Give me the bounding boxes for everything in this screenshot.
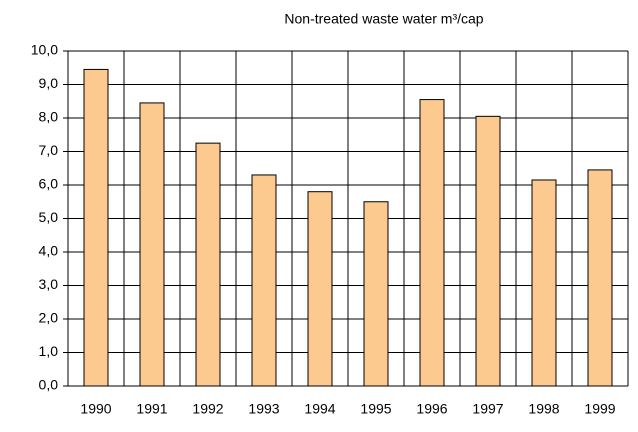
y-tick-label: 2,0	[39, 310, 59, 326]
y-tick-label: 6,0	[39, 176, 59, 192]
y-tick-label: 9,0	[39, 75, 59, 91]
x-tick-label: 1999	[584, 401, 615, 417]
x-tick-label: 1996	[416, 401, 447, 417]
y-tick-label: 5,0	[39, 209, 59, 225]
x-tick-label: 1997	[472, 401, 503, 417]
y-tick-label: 8,0	[39, 109, 59, 125]
bar	[83, 68, 109, 387]
bar	[475, 115, 501, 387]
y-tick-label: 0,0	[39, 377, 59, 393]
bar	[307, 191, 333, 387]
x-tick-label: 1995	[360, 401, 391, 417]
x-tick-label: 1993	[248, 401, 279, 417]
bar	[587, 169, 613, 387]
bar	[363, 201, 389, 387]
x-tick-label: 1994	[304, 401, 335, 417]
x-tick-label: 1998	[528, 401, 559, 417]
chart-title: Non-treated waste water m³/cap	[284, 11, 483, 27]
y-tick-label: 1,0	[39, 343, 59, 359]
x-tick-label: 1992	[192, 401, 223, 417]
bar	[195, 142, 221, 387]
y-tick-label: 3,0	[39, 276, 59, 292]
y-tick-label: 10,0	[31, 42, 58, 58]
x-tick-label: 1990	[80, 401, 111, 417]
x-tick-label: 1991	[136, 401, 167, 417]
y-tick-label: 4,0	[39, 243, 59, 259]
bar	[251, 174, 277, 387]
bar	[419, 99, 445, 387]
bar	[531, 179, 557, 387]
y-tick-label: 7,0	[39, 142, 59, 158]
bar	[139, 102, 165, 387]
